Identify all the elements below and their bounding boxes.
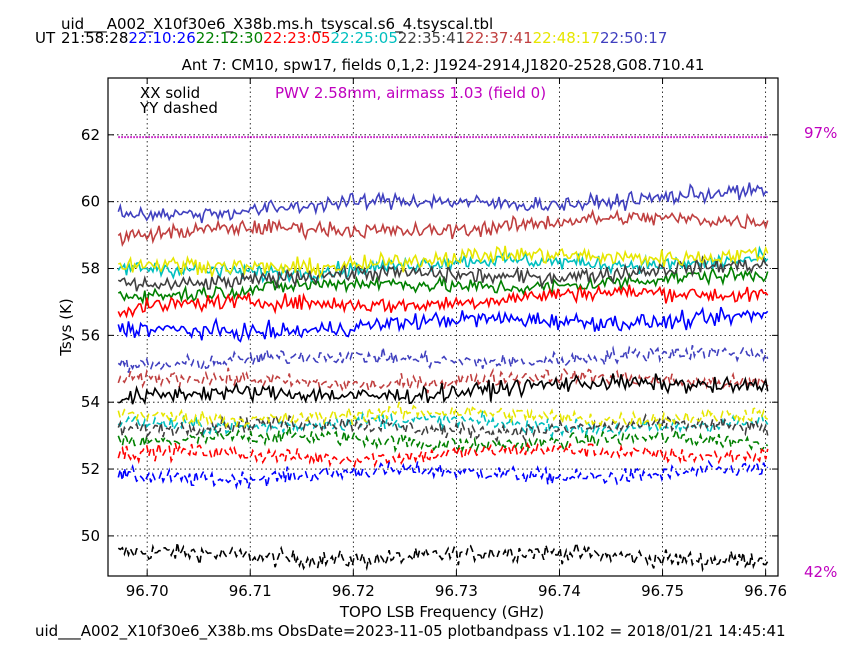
series-222305-yy [117,441,769,469]
y-tick-label: 52 [81,460,100,478]
series-221230-yy [117,426,769,454]
ut-time-8: 22:50:17 [600,29,667,47]
y-tick-label: 50 [81,527,100,545]
x-tick-label: 96.75 [641,582,684,600]
file-title: uid___A002_X10f30e6_X38b.ms.h_tsyscal.s6… [61,15,493,34]
x-axis-ticks: 96.70 96.71 96.72 96.73 96.74 96.75 96.76 [126,78,787,600]
ut-time-0: 21:58:28 [61,29,128,47]
series-223541-yy [117,412,769,443]
y-tick-label: 56 [81,326,100,344]
x-tick-label: 96.72 [332,582,375,600]
x-tick-label: 96.70 [126,582,169,600]
x-tick-label: 96.71 [229,582,272,600]
plot-frame [107,77,779,577]
data-series [117,182,769,573]
series-225017-xx [117,182,769,224]
legend-yy: YY dashed [139,99,218,117]
series-223541-xx [117,255,769,292]
ut-times: 21:58:2822:10:2622:12:3022:23:0522:25:05… [61,29,667,47]
y-axis-ticks: 50 52 54 56 58 60 62 [81,126,778,545]
ut-time-5: 22:35:41 [398,29,465,47]
legend-xx: XX solid [140,84,200,102]
chart-title: Ant 7: CM10, spw17, fields 0,1,2: J1924-… [182,56,705,74]
ut-time-2: 22:12:30 [196,29,263,47]
series-223741-yy [117,367,769,394]
x-tick-label: 96.76 [744,582,787,600]
series-221026-xx [117,306,769,343]
series-221026-yy [117,459,769,490]
series-223741-xx [117,208,769,248]
transmission-top-label: 97% [804,124,837,142]
ut-time-1: 22:10:26 [128,29,195,47]
y-tick-label: 62 [81,126,100,144]
ut-label: UT [35,29,56,47]
footer-info: uid___A002_X10f30e6_X38b.ms ObsDate=2023… [35,622,786,641]
ut-time-6: 22:37:41 [465,29,532,47]
y-tick-label: 60 [81,193,100,211]
x-tick-label: 96.74 [538,582,581,600]
series-215828-yy [117,539,769,573]
ut-time-4: 22:25:05 [331,29,398,47]
series-224817-yy [117,401,769,430]
series-215828-xx [118,373,769,406]
ut-times-row: UT 21:58:2822:10:2622:12:3022:23:0522:25… [35,29,667,47]
plot-area [108,78,778,576]
ut-time-7: 22:48:17 [533,29,600,47]
ut-time-3: 22:23:05 [263,29,330,47]
pwv-annotation: PWV 2.58mm, airmass 1.03 (field 0) [275,84,546,102]
y-tick-label: 58 [81,260,100,278]
y-axis-label: Tsys (K) [57,298,75,357]
series-224817-xx [118,245,769,279]
x-axis-label: TOPO LSB Frequency (GHz) [339,603,544,621]
series-225017-yy [117,345,769,373]
transmission-bottom-label: 42% [804,563,837,581]
x-tick-label: 96.73 [435,582,478,600]
series-222305-xx [117,284,769,319]
y-tick-label: 54 [81,393,100,411]
